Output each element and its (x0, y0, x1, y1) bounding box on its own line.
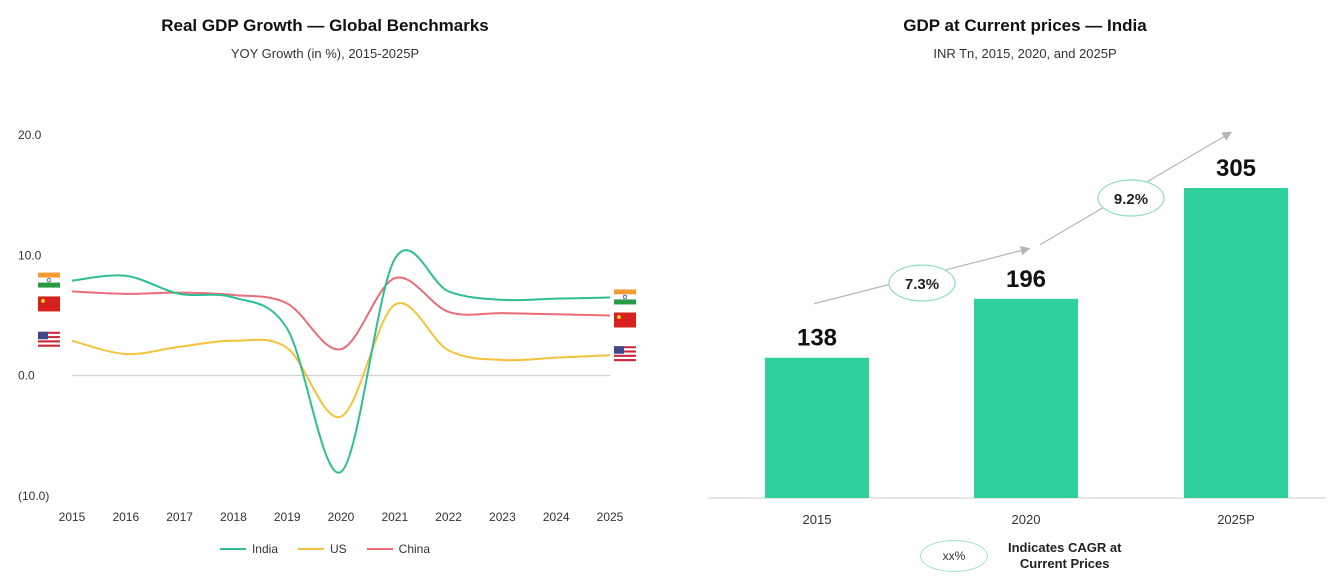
china-flag-icon (38, 296, 60, 312)
series-line-india (71, 249, 611, 474)
x-tick-label: 2024 (543, 510, 570, 524)
cagr-label: 7.3% (905, 276, 939, 293)
bar-chart-panel: GDP at Current prices — India INR Tn, 20… (680, 0, 1331, 580)
cagr-ellipse (1097, 179, 1165, 217)
line-chart-title: Real GDP Growth — Global Benchmarks (161, 16, 489, 35)
y-tick-label: 0.0 (18, 369, 35, 383)
x-tick-label: 2021 (381, 510, 408, 524)
cagr-key-text-line2: Current Prices (1019, 556, 1110, 571)
legend-label: US (330, 542, 347, 556)
y-tick-label: (10.0) (18, 489, 49, 503)
legend-swatch (298, 548, 324, 550)
x-tick-label: 2019 (274, 510, 301, 524)
cagr-key: xx% Indicates CAGR at Current Prices (920, 540, 1121, 572)
legend-label: China (398, 542, 431, 556)
bar-value-label: 196 (1006, 266, 1046, 293)
bar-category-label: 2015 (803, 512, 832, 527)
y-tick-label: 10.0 (18, 248, 42, 262)
india-flag-icon (37, 272, 61, 288)
series-line-us (71, 302, 611, 418)
legend-item-india: India (219, 542, 278, 556)
bar-value-label: 305 (1216, 155, 1256, 182)
x-tick-label: 2025 (597, 510, 624, 524)
legend-item-china: China (366, 542, 431, 556)
bar-category-label: 2025P (1217, 512, 1255, 527)
bar-2025P (1184, 188, 1288, 498)
line-chart-panel: Real GDP Growth — Global Benchmarks YOY … (0, 0, 660, 580)
line-chart-legend: India US China (0, 542, 650, 556)
legend-item-us: US (298, 542, 347, 556)
x-tick-label: 2023 (489, 510, 516, 524)
series-line-china (71, 276, 611, 351)
us-flag-icon (614, 346, 636, 362)
cagr-label: 9.2% (1114, 191, 1148, 208)
bar-chart-subtitle: INR Tn, 2015, 2020, and 2025P (933, 46, 1117, 61)
cagr-key-text-line1: Indicates CAGR at (1008, 540, 1122, 555)
bar-category-label: 2020 (1012, 512, 1041, 527)
x-tick-label: 2022 (435, 510, 462, 524)
x-tick-label: 2016 (112, 510, 139, 524)
line-chart-svg: 20.0 10.0 0.0 (10.0) 2015 2016 2017 2018 2019 202… (18, 128, 637, 524)
cagr-ellipse (888, 264, 956, 302)
bar-2020 (974, 298, 1078, 498)
legend-label: India (251, 542, 278, 556)
x-tick-label: 2017 (166, 510, 193, 524)
x-tick-label: 2020 (328, 510, 355, 524)
legend-swatch (219, 548, 246, 550)
legend-swatch (366, 548, 393, 550)
india-flag-icon (613, 289, 637, 305)
bar-2015 (765, 357, 869, 498)
x-tick-label: 2018 (220, 510, 247, 524)
y-tick-label: 20.0 (18, 128, 42, 142)
china-flag-icon (614, 312, 636, 328)
us-flag-icon (38, 331, 60, 347)
bar-chart-svg: 138 2015 196 2020 305 2025P 7.3% 9.2% (708, 131, 1326, 527)
cagr-key-text: Indicates CAGR at Current Prices (1008, 540, 1121, 572)
line-chart-subtitle: YOY Growth (in %), 2015-2025P (230, 46, 420, 61)
bar-value-label: 138 (797, 325, 837, 352)
x-tick-label: 2015 (59, 510, 86, 524)
cagr-key-sample: xx% (920, 540, 988, 572)
bar-chart-title: GDP at Current prices — India (903, 16, 1147, 35)
